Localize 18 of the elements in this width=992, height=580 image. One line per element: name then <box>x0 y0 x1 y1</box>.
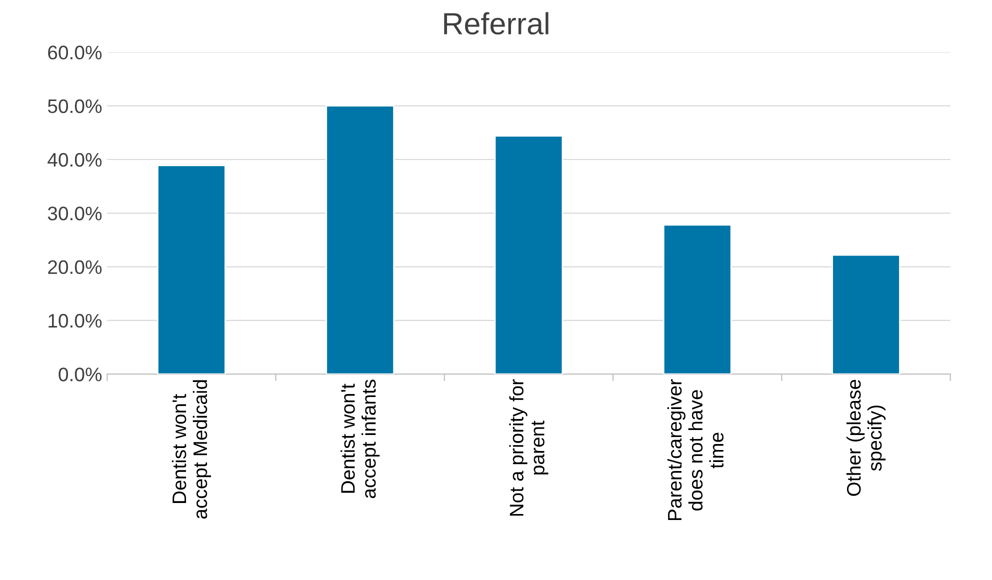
bar <box>326 105 395 374</box>
y-tick-label: 60.0% <box>48 46 102 60</box>
y-tick-label: 50.0% <box>48 99 102 114</box>
x-tick-label: Other (please specify) <box>846 380 886 496</box>
y-tick-label: 40.0% <box>48 152 102 167</box>
bar <box>832 254 900 374</box>
x-tick-label: Parent/caregiver does not have time <box>667 379 724 520</box>
y-tick-label: 20.0% <box>48 260 102 274</box>
y-tick-label: 0.0% <box>58 368 102 382</box>
bar <box>157 164 226 374</box>
x-tick-label: Dentist won't accept Medicaid <box>172 380 211 519</box>
bar <box>494 135 564 374</box>
y-tick-label: 30.0% <box>48 206 102 220</box>
chart-title: Referral <box>444 12 548 35</box>
y-tick-label: 10.0% <box>48 314 102 328</box>
x-tick-label: Not a priority for parent <box>509 379 548 516</box>
x-tick-label: Dentist won't accept infants <box>340 380 380 498</box>
bar <box>662 224 732 374</box>
